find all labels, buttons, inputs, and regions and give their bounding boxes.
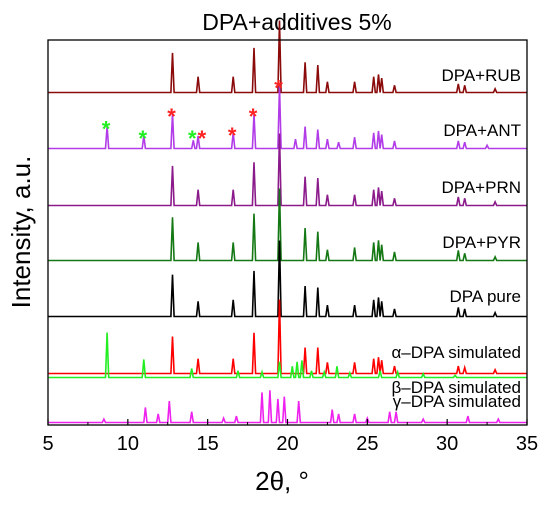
trace-label-3: DPA+PRN bbox=[441, 178, 521, 197]
red-star-marker-5: * bbox=[274, 76, 283, 101]
red-star-marker-2: * bbox=[198, 126, 207, 151]
green-star-marker-2: * bbox=[139, 126, 148, 151]
series-line-2 bbox=[48, 85, 527, 150]
x-tick-label-25: 25 bbox=[356, 433, 378, 455]
peak-markers: * * *** *** bbox=[102, 76, 283, 151]
green-star-marker-3: * bbox=[188, 126, 197, 151]
x-tick-label-15: 15 bbox=[197, 433, 219, 455]
red-star-marker-1: * bbox=[167, 104, 176, 129]
series-line-1 bbox=[48, 20, 527, 94]
trace-label-6: α–DPA simulated bbox=[391, 343, 521, 362]
series-line-6 bbox=[48, 299, 527, 375]
series-line-3 bbox=[48, 133, 527, 207]
x-axis-ticks: 5 10 15 20 25 30 35 bbox=[42, 419, 538, 455]
series-line-4 bbox=[48, 188, 527, 262]
series-line-7 bbox=[48, 332, 527, 379]
x-tick-label-35: 35 bbox=[516, 433, 538, 455]
red-star-marker-3: * bbox=[228, 123, 237, 148]
series-line-8 bbox=[48, 390, 527, 424]
series-line-5 bbox=[48, 240, 527, 318]
x-tick-label-5: 5 bbox=[42, 433, 53, 455]
trace-label-8: γ–DPA simulated bbox=[393, 392, 521, 411]
trace-label-7: β–DPA simulated bbox=[392, 378, 521, 397]
x-tick-label-20: 20 bbox=[276, 433, 298, 455]
trace-label-2: DPA+ANT bbox=[443, 121, 521, 140]
y-axis-label: Intensity, a.u. bbox=[6, 156, 36, 309]
trace-label-4: DPA+PYR bbox=[442, 233, 521, 252]
chart-title: DPA+additives 5% bbox=[202, 9, 391, 35]
trace-label-5: DPA pure bbox=[449, 287, 521, 306]
green-star-marker-1: * bbox=[102, 116, 111, 141]
plot-area bbox=[48, 20, 527, 424]
trace-label-1: DPA+RUB bbox=[441, 66, 521, 85]
x-axis-label: 2θ, ° bbox=[255, 466, 309, 496]
red-star-marker-4: * bbox=[249, 104, 258, 129]
trace-labels: DPA+RUB DPA+ANT DPA+PRN DPA+PYR DPA pure α–DP… bbox=[391, 66, 521, 411]
x-tick-label-10: 10 bbox=[117, 433, 139, 455]
x-tick-label-30: 30 bbox=[436, 433, 458, 455]
